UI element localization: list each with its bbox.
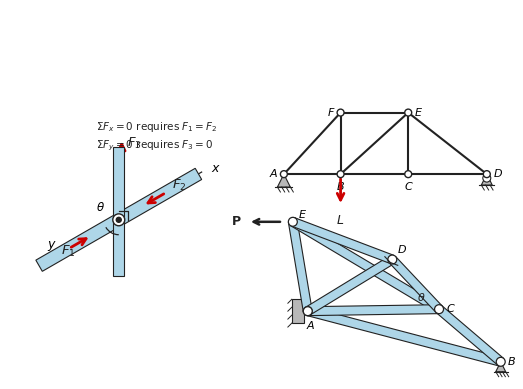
Text: A: A: [269, 169, 277, 179]
Circle shape: [280, 171, 287, 178]
Polygon shape: [496, 362, 506, 372]
Text: y: y: [47, 238, 54, 251]
Circle shape: [405, 171, 412, 178]
Polygon shape: [113, 147, 124, 277]
Text: B: B: [337, 182, 344, 192]
Polygon shape: [291, 218, 441, 313]
Text: x: x: [211, 162, 218, 175]
Polygon shape: [288, 221, 312, 312]
Polygon shape: [277, 174, 290, 187]
Text: $\theta$: $\theta$: [96, 202, 105, 214]
Polygon shape: [389, 256, 442, 312]
Circle shape: [116, 217, 121, 222]
Polygon shape: [308, 305, 439, 315]
Text: F: F: [327, 108, 334, 117]
Text: $\Sigma F_x = 0$ requires $F_1 = F_2$: $\Sigma F_x = 0$ requires $F_1 = F_2$: [96, 121, 217, 135]
Polygon shape: [291, 217, 394, 264]
Circle shape: [303, 307, 312, 315]
Text: C: C: [447, 304, 455, 314]
Polygon shape: [305, 256, 395, 315]
Text: $F_2$: $F_2$: [172, 177, 187, 193]
Circle shape: [483, 174, 491, 182]
Polygon shape: [436, 306, 504, 365]
Circle shape: [496, 357, 505, 366]
Text: D: D: [397, 245, 406, 254]
Polygon shape: [36, 168, 202, 271]
Polygon shape: [306, 307, 502, 366]
Circle shape: [483, 171, 490, 178]
Circle shape: [435, 305, 444, 314]
Text: $F_3$: $F_3$: [127, 136, 141, 151]
Text: P: P: [232, 215, 241, 228]
Text: E: E: [415, 108, 422, 117]
Polygon shape: [481, 174, 492, 185]
Circle shape: [113, 214, 124, 226]
Text: E: E: [299, 210, 306, 220]
Text: L: L: [337, 214, 344, 227]
Text: $\Sigma F_y = 0$ requires $F_3 = 0$: $\Sigma F_y = 0$ requires $F_3 = 0$: [96, 138, 213, 152]
Circle shape: [303, 307, 312, 315]
Circle shape: [337, 109, 344, 116]
Circle shape: [388, 255, 397, 264]
Text: B: B: [508, 357, 515, 367]
Circle shape: [288, 217, 297, 226]
Text: A: A: [307, 321, 314, 331]
FancyBboxPatch shape: [292, 299, 304, 323]
Circle shape: [405, 109, 412, 116]
Text: $F_1$: $F_1$: [61, 244, 75, 259]
Text: D: D: [494, 169, 503, 179]
Text: $\theta$: $\theta$: [417, 291, 426, 303]
Text: C: C: [404, 182, 412, 192]
Circle shape: [337, 171, 344, 178]
